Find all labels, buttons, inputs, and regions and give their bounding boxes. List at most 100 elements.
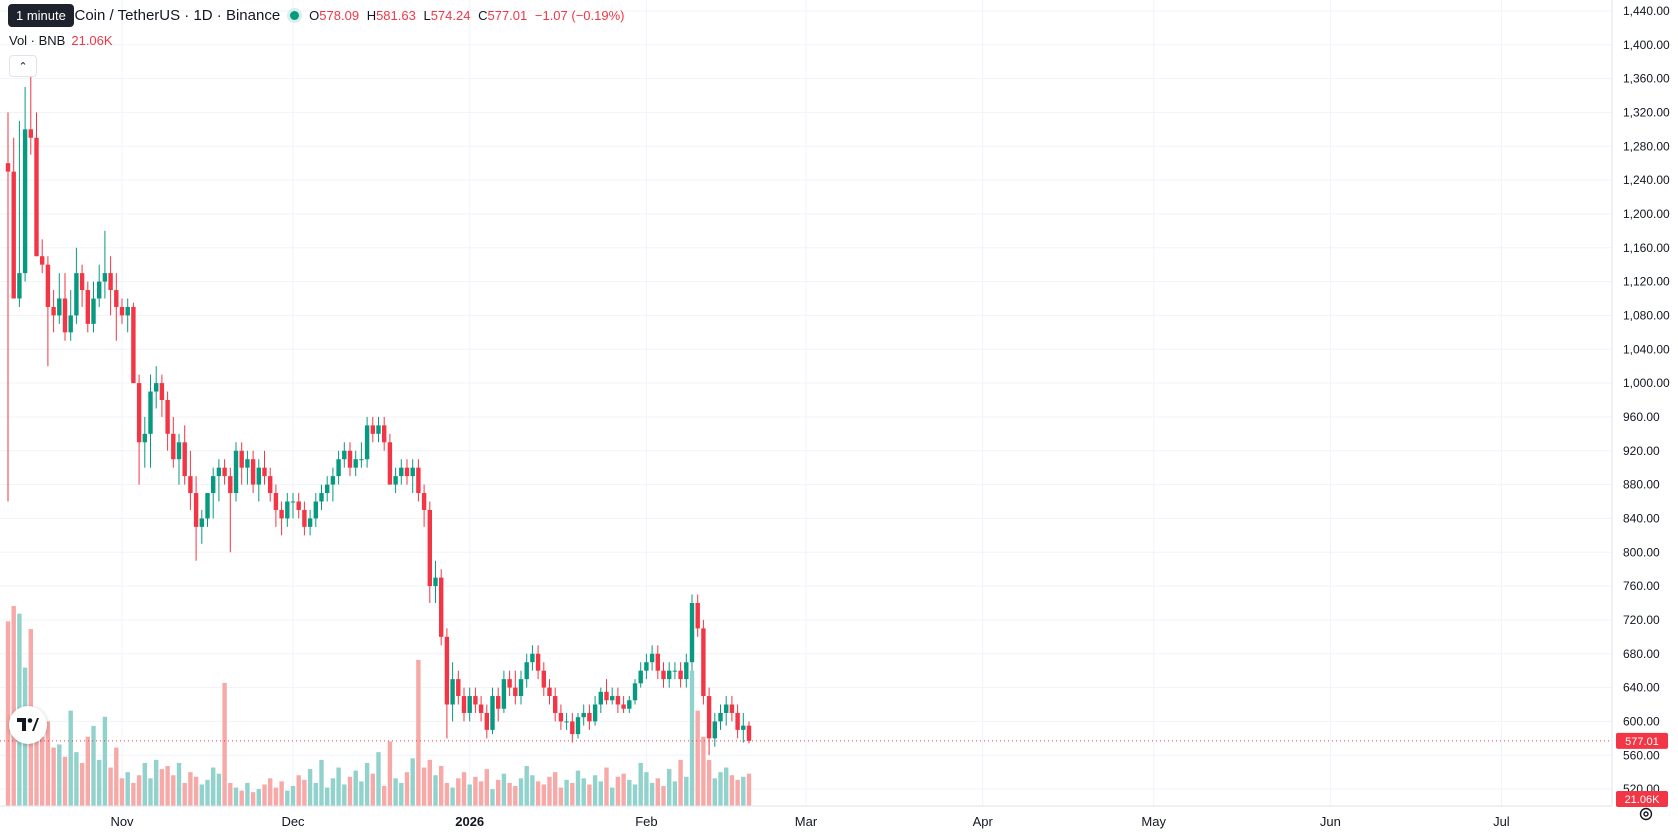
candle-body [159,383,165,400]
volume-bar [404,772,410,806]
candle-body [649,653,655,663]
volume-bar [627,779,632,806]
candle-body [325,484,330,494]
candle-body [347,450,353,468]
volume-legend[interactable]: Vol · BNB 21.06K [9,33,113,48]
volume-bar [211,767,216,806]
candle-body [467,696,472,713]
candle-body [62,298,68,333]
price-tick-label: 1,200.00 [1623,207,1670,221]
volume-bar [706,759,712,806]
volume-bar [450,787,455,806]
candle-body [279,509,284,519]
symbol-legend[interactable]: e Coin / TetherUS · 1D · Binance O578.09… [62,7,629,24]
candle-body [256,467,261,485]
volume-bar [205,779,210,806]
volume-bar [319,759,324,806]
price-tick-label: 1,440.00 [1623,4,1670,18]
candle-body [342,450,347,460]
candle-body [290,501,296,503]
volume-bar [148,778,153,806]
candle-body [524,662,529,680]
interval-tooltip: 1 minute [8,4,74,27]
volume-bar [541,784,546,806]
price-tick-label: 920.00 [1623,444,1660,458]
volume-bar [490,789,495,806]
volume-bar [695,710,700,806]
volume-bar [40,736,45,806]
candle-body [5,163,11,172]
gear-icon[interactable] [1638,806,1654,825]
candle-body [461,696,467,713]
volume-bar [68,710,73,806]
candle-body [575,717,581,735]
candle-body [478,704,484,713]
candle-body [34,137,39,257]
volume-bar [689,670,695,806]
candle-body [473,696,478,705]
volume-bar [678,759,683,806]
high-label: H [366,8,377,23]
volume-bar [353,770,358,806]
volume-bar [547,776,552,806]
candle-body [530,653,535,663]
volume-bar [518,778,524,806]
candle-body [142,433,147,443]
volume-bar [239,790,244,806]
candle-body [307,518,313,527]
volume-bar [11,606,16,806]
volume-bar [199,784,204,806]
volume-bar [62,756,68,806]
candle-body [79,273,85,291]
market-status-icon[interactable] [290,11,300,20]
volume-bar [610,787,615,806]
candle-body [535,653,541,671]
volume-bar [250,792,256,806]
volume-bar [285,790,290,806]
candle-body [695,603,700,629]
price-tick-label: 680.00 [1623,647,1660,661]
volume-bar [91,726,96,806]
volume-bar [741,776,746,806]
candle-body [97,281,102,299]
candle-body [667,670,672,680]
high-value: 581.63 [376,8,416,23]
candle-body [587,712,592,722]
candle-body [222,467,227,477]
volume-bar [182,782,187,806]
candle-body [188,476,193,494]
candle-body [57,298,62,316]
candle-body [336,459,341,477]
candle-body [644,662,649,671]
volume-bar [558,787,564,806]
volume-bar [535,781,541,806]
candle-body [701,628,706,697]
time-tick-label: May [1141,814,1166,829]
volume-bar [530,775,535,806]
candle-body [592,704,598,722]
volume-bar [5,621,11,806]
last-volume-label: 21.06K [1625,794,1661,806]
volume-bar [79,762,85,806]
volume-bar [724,767,729,806]
candle-body [154,383,159,392]
candle-body [724,704,729,713]
candle-body [370,425,375,434]
volume-bar [456,778,461,806]
time-axis[interactable]: Nov Dec 2026 Feb Mar Apr May Jun Jul [0,805,1612,829]
price-axis[interactable]: 1,440.00 1,400.00 1,360.00 1,320.00 1,280.00… [1611,0,1670,806]
candle-body [456,679,461,697]
volume-bar [290,786,296,806]
symbol-title[interactable]: e Coin / TetherUS · 1D · Binance [62,7,281,24]
collapse-legend-button[interactable]: ⌃ [9,55,37,77]
volume-bar [507,782,512,806]
volume-bar [575,770,581,806]
candle-body [444,636,450,705]
candle-body [410,467,415,477]
volume-bar [644,772,649,806]
tradingview-logo[interactable] [9,706,47,744]
volume-bar [587,784,592,806]
candle-body [490,696,495,730]
volume-bar [307,769,313,806]
